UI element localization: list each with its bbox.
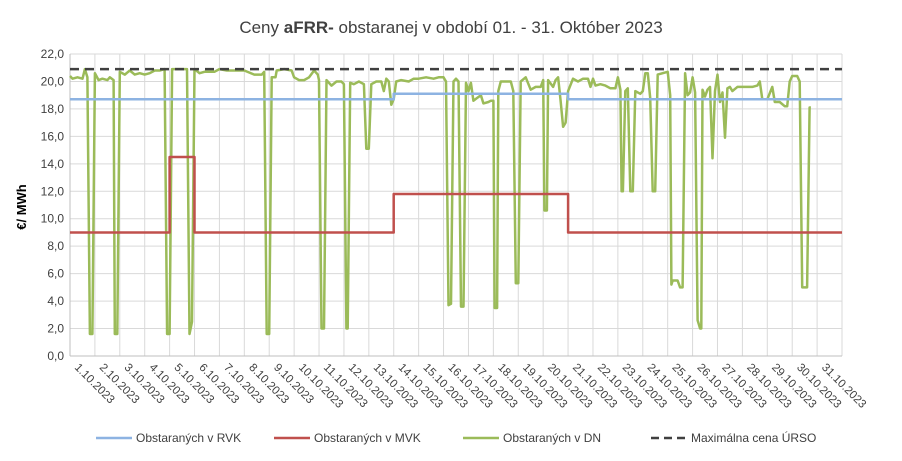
- y-tick-label: 20,0: [41, 74, 65, 88]
- y-tick-labels: 0,0 2,0 4,0 6,0 8,0 10,0 12,0 14,0 16,0 18,0 20,0 2…: [41, 47, 65, 363]
- chart-title: Ceny aFRR- obstaranej v období 01. - 31.…: [0, 18, 902, 38]
- chart-title-bold: aFRR-: [283, 18, 334, 37]
- legend-label: Obstaraných v MVK: [314, 431, 421, 445]
- legend: Obstaraných v RVK Obstaraných v MVK Obstar…: [96, 430, 816, 445]
- y-tick-label: 18,0: [41, 102, 65, 116]
- y-axis-label: €/ MWh: [14, 184, 29, 230]
- series-line: [69, 67, 811, 336]
- y-tick-label: 14,0: [41, 157, 65, 171]
- legend-label: Maximálna cena ÚRSO: [691, 430, 816, 445]
- series-lines: [69, 67, 842, 336]
- y-tick-label: 10,0: [41, 212, 65, 226]
- y-tick-label: 16,0: [41, 129, 65, 143]
- y-tick-label: 6,0: [47, 267, 64, 281]
- y-tick-label: 12,0: [41, 184, 65, 198]
- chart-title-suffix: obstaranej v období 01. - 31. Október 20…: [333, 18, 663, 37]
- legend-label: Obstaraných v RVK: [136, 431, 241, 445]
- x-tick-labels: 1.10.20232.10.20233.10.20234.10.20235.10…: [72, 362, 868, 411]
- chart-title-prefix: Ceny: [239, 18, 284, 37]
- legend-label: Obstaraných v DN: [503, 431, 601, 445]
- y-tick-label: 4,0: [47, 294, 64, 308]
- series-line: [70, 92, 842, 101]
- y-tick-label: 0,0: [47, 349, 64, 363]
- series-line: [70, 155, 842, 234]
- y-tick-label: 8,0: [47, 239, 64, 253]
- y-tick-label: 22,0: [41, 47, 65, 61]
- y-tick-label: 2,0: [47, 322, 64, 336]
- axes: [69, 54, 842, 357]
